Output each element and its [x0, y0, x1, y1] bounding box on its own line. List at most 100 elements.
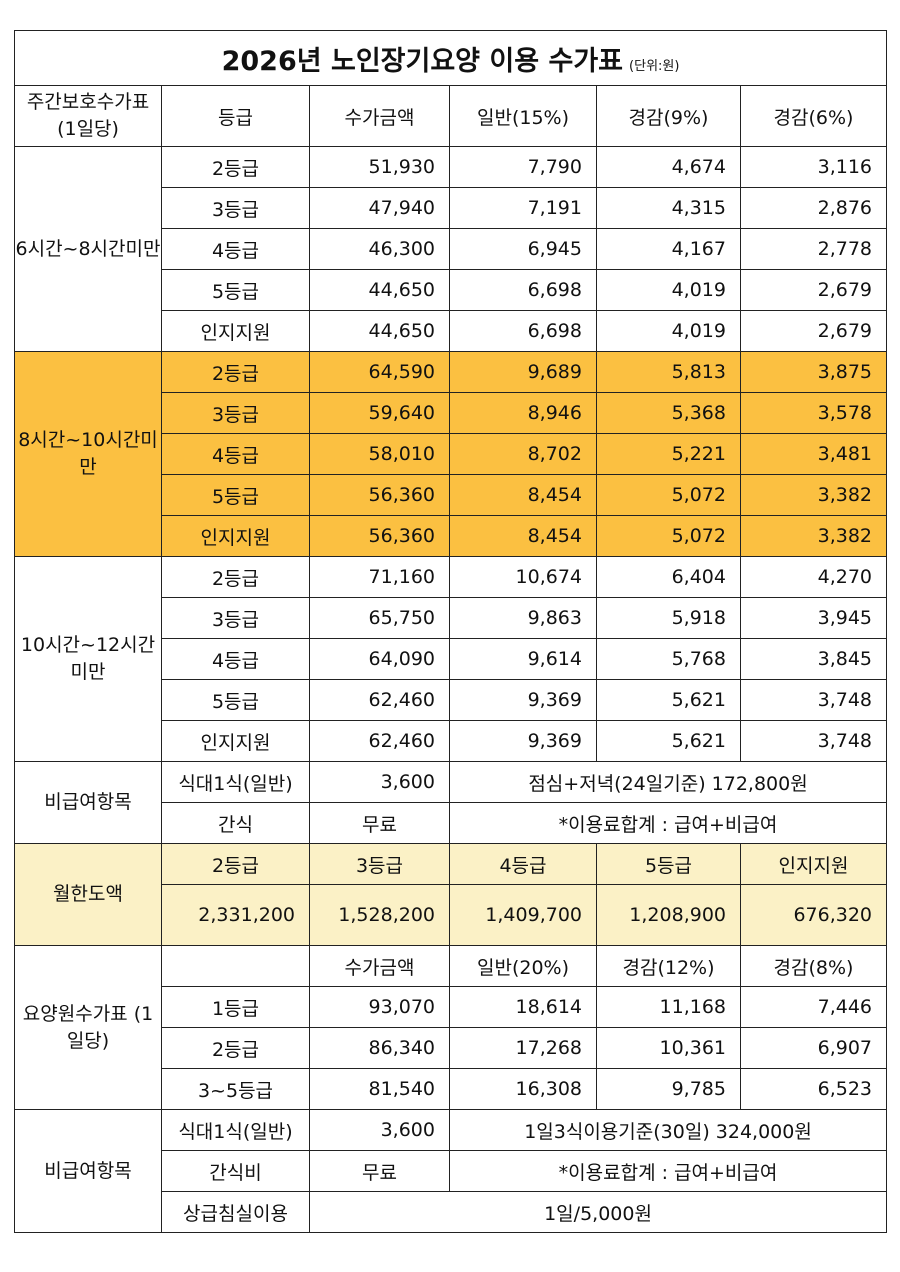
- cell-general: 8,454: [449, 515, 597, 557]
- meal-note: 점심+저녁(24일기준) 172,800원: [448, 761, 888, 803]
- cell-general: 16,308: [449, 1068, 597, 1110]
- cell-grade: 2등급: [161, 556, 310, 598]
- cell-reduced-6: 2,778: [739, 228, 888, 270]
- group-label: 8시간~10시간미만: [14, 351, 162, 557]
- table-row: 10시간~12시간미만 2등급 71,160 10,674 6,404 4,270: [14, 556, 888, 762]
- meal-label: 식대1식(일반): [161, 761, 310, 803]
- table-row: 8시간~10시간미만 2등급 64,590 9,689 5,813 3,875: [14, 351, 888, 557]
- cell-reduced-9: 6,404: [596, 556, 741, 598]
- cell-grade: 4등급: [161, 228, 310, 270]
- cell-fee: 44,650: [309, 310, 450, 352]
- col-header-reduced-9: 경감(9%): [596, 85, 741, 147]
- cell-fee: 56,360: [309, 515, 450, 557]
- cell-reduced-6: 3,748: [739, 679, 888, 721]
- cell-reduced-9: 4,315: [596, 187, 741, 229]
- cell-reduced-6: 7,446: [739, 986, 888, 1028]
- cell-general: 6,698: [449, 310, 597, 352]
- cell-fee: 64,090: [309, 638, 450, 680]
- fee-table: 2026년 노인장기요양 이용 수가표 (단위:원) 주간보호수가표 (1일당) …: [13, 30, 888, 1233]
- cell-grade: 5등급: [161, 474, 310, 516]
- meal-label: 식대1식(일반): [161, 1109, 310, 1151]
- cell-grade: 3등급: [161, 392, 310, 434]
- cell-fee: 62,460: [309, 679, 450, 721]
- page-title: 2026년 노인장기요양 이용 수가표: [221, 45, 624, 77]
- cell-reduced-9: 5,918: [596, 597, 741, 639]
- monthly-limit-label: 월한도액: [14, 843, 162, 946]
- nonbenefit-label: 비급여항목: [14, 1109, 162, 1233]
- cell-general: 9,369: [449, 679, 597, 721]
- cell-reduced-6: 6,907: [739, 1027, 888, 1069]
- cell-general: 9,863: [449, 597, 597, 639]
- table-row: 3등급 59,640 8,946 5,368 3,578: [14, 392, 888, 434]
- cell-general: 7,191: [449, 187, 597, 229]
- cell-reduced-6: 2,679: [739, 269, 888, 311]
- cell-reduced-9: 5,072: [596, 515, 741, 557]
- meal-note: 1일3식이용기준(30일) 324,000원: [448, 1109, 888, 1151]
- col-header-fee: 수가금액: [309, 85, 450, 147]
- monthly-grade: 5등급: [596, 843, 741, 885]
- cell-fee: 46,300: [309, 228, 450, 270]
- meal-price: 3,600: [309, 1109, 450, 1151]
- nursing-col-header: 경감(12%): [596, 945, 741, 987]
- cell-reduced-6: 2,679: [739, 310, 888, 352]
- cell-reduced-9: 5,072: [596, 474, 741, 516]
- cell-general: 9,369: [449, 720, 597, 762]
- cell-general: 6,945: [449, 228, 597, 270]
- table-row: 3등급 65,750 9,863 5,918 3,945: [15, 597, 888, 639]
- cell-reduced-9: 4,167: [596, 228, 741, 270]
- cell-general: 8,454: [449, 474, 597, 516]
- cell-reduced-9: 5,221: [596, 433, 741, 475]
- cell-grade: 인지지원: [161, 515, 310, 557]
- table-row: 3~5등급 81,540 16,308 9,785 6,523: [15, 1068, 888, 1110]
- monthly-grade: 2등급: [161, 843, 310, 885]
- cell-reduced-6: 3,382: [739, 515, 888, 557]
- cell-reduced-9: 5,621: [596, 679, 741, 721]
- monthly-grade: 4등급: [449, 843, 597, 885]
- cell-general: 9,689: [449, 351, 597, 393]
- cell-grade: 4등급: [161, 433, 310, 475]
- cell-reduced-9: 10,361: [596, 1027, 741, 1069]
- snack-price: 무료: [309, 802, 450, 844]
- nursing-col-header: 일반(20%): [449, 945, 597, 987]
- table-row: 인지지원 62,460 9,369 5,621 3,748: [15, 720, 888, 762]
- cell-reduced-9: 4,019: [596, 269, 741, 311]
- table-row: 6시간~8시간미만 2등급 51,930 7,790 4,674 3,116: [14, 146, 888, 352]
- cell-fee: 58,010: [309, 433, 450, 475]
- cell-fee: 71,160: [309, 556, 450, 598]
- meal-price: 3,600: [309, 761, 450, 803]
- cell-reduced-6: 3,578: [739, 392, 888, 434]
- cell-reduced-9: 5,768: [596, 638, 741, 680]
- cell-general: 8,702: [449, 433, 597, 475]
- monthly-value: 1,528,200: [309, 884, 450, 946]
- table-row: 5등급 44,650 6,698 4,019 2,679: [15, 269, 888, 311]
- cell-fee: 65,750: [309, 597, 450, 639]
- cell-reduced-9: 5,621: [596, 720, 741, 762]
- section-label-nursing: 요양원수가표 (1일당): [14, 945, 162, 1110]
- cell-fee: 44,650: [309, 269, 450, 311]
- total-note: *이용료합계 : 급여+비급여: [448, 802, 888, 844]
- premium-room-label: 상급침실이용: [161, 1191, 310, 1233]
- col-header-general: 일반(15%): [449, 85, 597, 147]
- cell-reduced-6: 6,523: [739, 1068, 888, 1110]
- section-label-daycare: 주간보호수가표 (1일당): [14, 85, 162, 147]
- cell-reduced-9: 4,019: [596, 310, 741, 352]
- cell-fee: 59,640: [309, 392, 450, 434]
- table-row: 1등급 93,070 18,614 11,168 7,446: [15, 986, 888, 1028]
- cell-reduced-6: 3,945: [739, 597, 888, 639]
- cell-reduced-9: 11,168: [596, 986, 741, 1028]
- cell-reduced-6: 3,382: [739, 474, 888, 516]
- cell-fee: 47,940: [309, 187, 450, 229]
- cell-grade: 2등급: [161, 146, 310, 188]
- cell-fee: 62,460: [309, 720, 450, 762]
- cell-grade: 5등급: [161, 679, 310, 721]
- cell-grade: 3등급: [161, 187, 310, 229]
- cell-fee: 81,540: [309, 1068, 450, 1110]
- table-row: 3등급 47,940 7,191 4,315 2,876: [15, 187, 888, 229]
- cell-grade: 1등급: [161, 986, 310, 1028]
- cell-grade: 인지지원: [161, 310, 310, 352]
- cell-general: 6,698: [449, 269, 597, 311]
- cell-reduced-6: 3,116: [739, 146, 888, 188]
- col-header-grade: 등급: [161, 85, 310, 147]
- cell-grade: 4등급: [161, 638, 310, 680]
- cell-reduced-6: 4,270: [739, 556, 888, 598]
